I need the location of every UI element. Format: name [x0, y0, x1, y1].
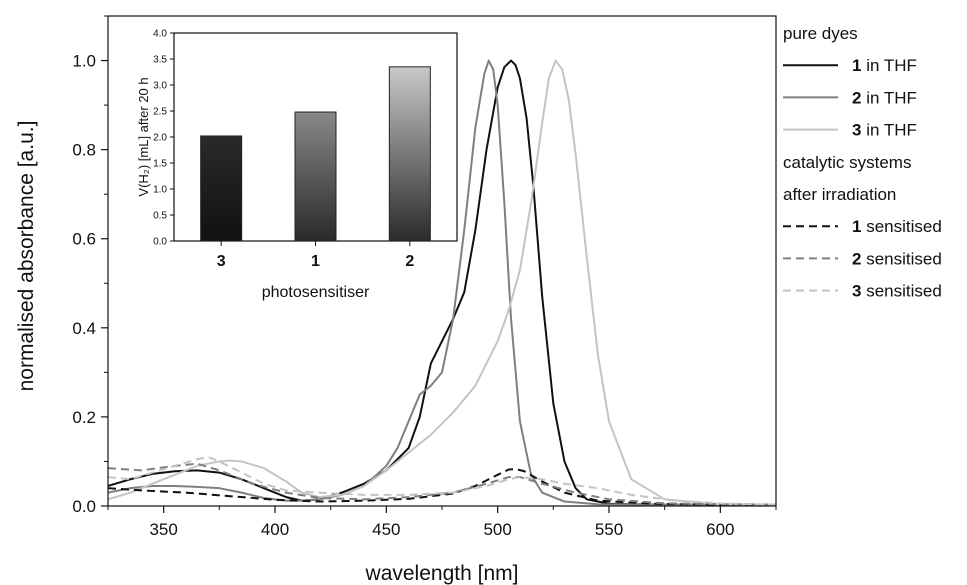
- x-tick-label: 350: [149, 520, 177, 539]
- y-axis-ticks: 0.0 0.2 0.4 0.6 0.8 1.0: [72, 15, 108, 516]
- legend-group-header: after irradiation: [783, 185, 896, 204]
- y-tick-label: 0.2: [72, 408, 96, 427]
- legend-group-header: catalytic systems: [783, 153, 911, 172]
- legend-entry-number: 1: [852, 217, 861, 236]
- y-tick-label: 1.0: [72, 52, 96, 71]
- series-line-4: [107, 462, 777, 506]
- inset-y-tick-label: 4.0: [153, 29, 167, 40]
- y-tick-label: 0.0: [72, 497, 96, 516]
- legend-entry-text: sensitised: [861, 282, 941, 301]
- series-lines: [107, 59, 777, 506]
- x-axis-label: wavelength [nm]: [365, 562, 519, 585]
- legend-entry-number: 3: [852, 282, 861, 301]
- x-axis-ticks: 350 400 450 500 550 600: [107, 506, 777, 539]
- inset-bar-2: [388, 66, 431, 242]
- x-tick-label: 450: [372, 520, 400, 539]
- series-line-5: [107, 456, 777, 506]
- inset-bar-1: [294, 111, 337, 242]
- inset-y-tick-label: 3.0: [153, 81, 167, 92]
- legend-group-header: pure dyes: [783, 24, 858, 43]
- inset-y-tick-label: 3.5: [153, 55, 167, 66]
- legend-entry: 2 sensitised: [852, 249, 942, 268]
- inset-bar-3: [200, 135, 243, 242]
- inset-x-tick-label: 1: [311, 253, 320, 270]
- y-tick-label: 0.8: [72, 141, 96, 160]
- inset-x-tick-label: 2: [405, 253, 414, 270]
- legend-entry-text: in THF: [861, 88, 916, 107]
- series-line-2: [107, 59, 777, 506]
- y-tick-label: 0.6: [72, 230, 96, 249]
- legend-entry-text: sensitised: [861, 249, 941, 268]
- inset-y-tick-label: 1.0: [153, 185, 167, 196]
- legend-entry: 1 in THF: [852, 56, 917, 75]
- legend-entry: 2 in THF: [852, 88, 917, 107]
- inset-y-tick-label: 0.5: [153, 211, 167, 222]
- series-line-1: [107, 59, 776, 506]
- main-plot: 350 400 450 500 550 600 0.0 0.2 0.4 0.6 0.8 1.0 wave…: [15, 15, 777, 585]
- inset-y-tick-label: 1.5: [153, 159, 167, 170]
- x-tick-label: 600: [706, 520, 734, 539]
- inset-bar-chart: 3 1 2 0.0 0.5 1.0 1.5 2.0 2.5 3.0 3.5 4.0 photosensi…: [136, 29, 458, 301]
- legend-entry-text: sensitised: [861, 217, 941, 236]
- legend-entry-text: in THF: [861, 121, 916, 140]
- x-tick-label: 550: [595, 520, 623, 539]
- legend-entry: 3 in THF: [852, 121, 917, 140]
- y-axis-label: normalised absorbance [a.u.]: [15, 121, 38, 392]
- legend-entry-number: 1: [852, 56, 861, 75]
- y-tick-label: 0.4: [72, 319, 96, 338]
- legend-entry-number: 2: [852, 249, 861, 268]
- x-tick-label: 400: [261, 520, 289, 539]
- inset-y-tick-label: 2.0: [153, 133, 167, 144]
- inset-y-tick-label: 0.0: [153, 237, 167, 248]
- legend-entry: 3 sensitised: [852, 282, 942, 301]
- inset-x-tick-label: 3: [217, 253, 226, 270]
- legend-entry-number: 2: [852, 88, 861, 107]
- legend-entry-text: in THF: [861, 56, 916, 75]
- legend-entry-number: 3: [852, 121, 861, 140]
- legend-entry: 1 sensitised: [852, 217, 942, 236]
- x-tick-label: 500: [483, 520, 511, 539]
- inset-y-axis-label: V(H₂) [mL] after 20 h: [136, 77, 151, 196]
- inset-y-tick-label: 2.5: [153, 107, 167, 118]
- inset-x-axis-label: photosensitiser: [262, 284, 370, 301]
- series-line-3: [107, 468, 776, 506]
